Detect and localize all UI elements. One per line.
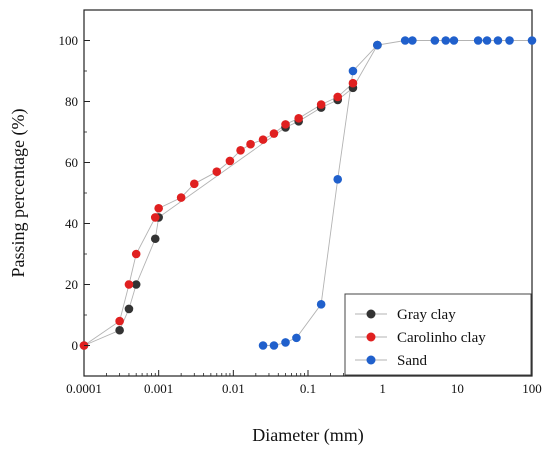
legend: Gray clay Carolinho clay Sand — [344, 293, 532, 376]
data-point-carolinho-clay — [225, 156, 235, 166]
data-point-carolinho-clay — [246, 139, 255, 149]
data-point-sand — [408, 36, 417, 45]
data-point-carolinho-clay — [131, 249, 141, 259]
data-point-carolinho-clay — [333, 92, 343, 102]
data-point-carolinho-clay — [269, 129, 279, 138]
series-line-gray-clay — [83, 44, 378, 346]
data-point-sand — [473, 36, 483, 45]
data-point-carolinho-clay — [154, 203, 163, 213]
x-tick-label: 10 — [451, 381, 464, 396]
tick-labels: 0.0001 0.001 0.01 0.1 1 10 100 0 20 40 60 80 100 — [59, 33, 542, 396]
data-point-sand — [373, 40, 382, 50]
data-point-carolinho-clay — [258, 135, 268, 144]
data-point-sand — [333, 174, 343, 184]
x-tick-label: 1 — [379, 381, 386, 396]
data-point-carolinho-clay — [236, 146, 245, 155]
data-points — [79, 36, 537, 350]
data-point-sand — [505, 36, 514, 45]
x-tick-label: 0.001 — [144, 381, 173, 396]
series-line-carolinho-clay — [83, 82, 354, 346]
y-tick-label: 40 — [65, 216, 78, 231]
data-point-gray-clay — [124, 304, 134, 314]
data-point-sand — [400, 36, 410, 45]
data-point-sand — [449, 36, 459, 45]
data-point-sand — [258, 341, 268, 350]
y-tick-label: 60 — [65, 155, 78, 170]
x-tick-label: 0.01 — [222, 381, 245, 396]
data-point-sand — [269, 341, 279, 350]
data-point-carolinho-clay — [124, 280, 134, 289]
legend-marker-carolinho-clay — [366, 332, 376, 342]
x-axis-title: Diameter (mm) — [252, 425, 363, 446]
data-point-carolinho-clay — [281, 120, 290, 129]
data-point-sand — [316, 300, 326, 309]
legend-marker-sand — [366, 355, 376, 365]
data-point-carolinho-clay — [189, 179, 199, 189]
data-point-sand — [441, 36, 451, 45]
y-axis-title: Passing percentage (%) — [8, 109, 29, 278]
data-point-carolinho-clay — [316, 100, 326, 109]
data-point-carolinho-clay — [348, 78, 358, 88]
data-point-sand — [527, 36, 537, 45]
legend-label-gray-clay: Gray clay — [397, 307, 456, 323]
x-tick-label: 100 — [522, 381, 542, 396]
data-point-carolinho-clay — [212, 167, 222, 176]
data-point-sand — [482, 36, 492, 45]
data-point-sand — [281, 338, 290, 347]
data-point-sand — [348, 66, 358, 76]
data-point-gray-clay — [131, 280, 141, 289]
legend-marker-gray-clay — [366, 309, 376, 319]
legend-label-carolinho-clay: Carolinho clay — [397, 330, 486, 346]
data-point-sand — [493, 36, 503, 45]
x-tick-label: 0.1 — [300, 381, 316, 396]
legend-label-sand: Sand — [397, 353, 428, 369]
y-tick-label: 80 — [65, 94, 78, 109]
data-point-sand — [292, 333, 301, 343]
data-point-carolinho-clay — [176, 193, 186, 202]
data-point-carolinho-clay — [115, 316, 124, 326]
y-tick-label: 100 — [59, 33, 79, 48]
data-point-sand — [430, 36, 440, 45]
y-tick-label: 0 — [72, 338, 79, 353]
legend-box — [344, 293, 532, 376]
data-point-carolinho-clay — [150, 213, 160, 222]
data-point-gray-clay — [115, 325, 124, 335]
y-tick-label: 20 — [65, 277, 78, 292]
data-point-gray-clay — [150, 234, 160, 244]
data-point-carolinho-clay — [294, 113, 303, 123]
x-tick-label: 0.0001 — [66, 381, 102, 396]
